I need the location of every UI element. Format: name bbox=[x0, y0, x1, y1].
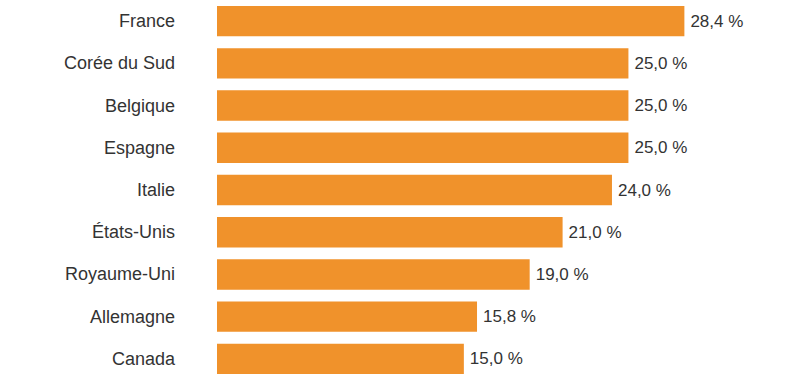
svg-text:Corée du Sud: Corée du Sud bbox=[64, 53, 175, 73]
svg-text:19,0 %: 19,0 % bbox=[536, 265, 589, 284]
svg-text:25,0 %: 25,0 % bbox=[634, 54, 687, 73]
svg-text:28,4 %: 28,4 % bbox=[690, 12, 743, 31]
svg-text:25,0 %: 25,0 % bbox=[634, 96, 687, 115]
svg-text:France: France bbox=[119, 11, 175, 31]
svg-text:Espagne: Espagne bbox=[104, 138, 175, 158]
svg-text:25,0 %: 25,0 % bbox=[634, 138, 687, 157]
svg-text:Allemagne: Allemagne bbox=[90, 307, 175, 327]
svg-text:Italie: Italie bbox=[137, 180, 175, 200]
svg-text:Belgique: Belgique bbox=[105, 96, 175, 116]
svg-text:Royaume-Uni: Royaume-Uni bbox=[65, 264, 175, 284]
svg-text:15,0 %: 15,0 % bbox=[470, 349, 523, 368]
svg-text:15,8 %: 15,8 % bbox=[483, 307, 536, 326]
svg-text:Canada: Canada bbox=[112, 349, 176, 369]
svg-text:24,0 %: 24,0 % bbox=[618, 181, 671, 200]
svg-text:21,0 %: 21,0 % bbox=[569, 223, 622, 242]
svg-text:États-Unis: États-Unis bbox=[92, 222, 175, 242]
